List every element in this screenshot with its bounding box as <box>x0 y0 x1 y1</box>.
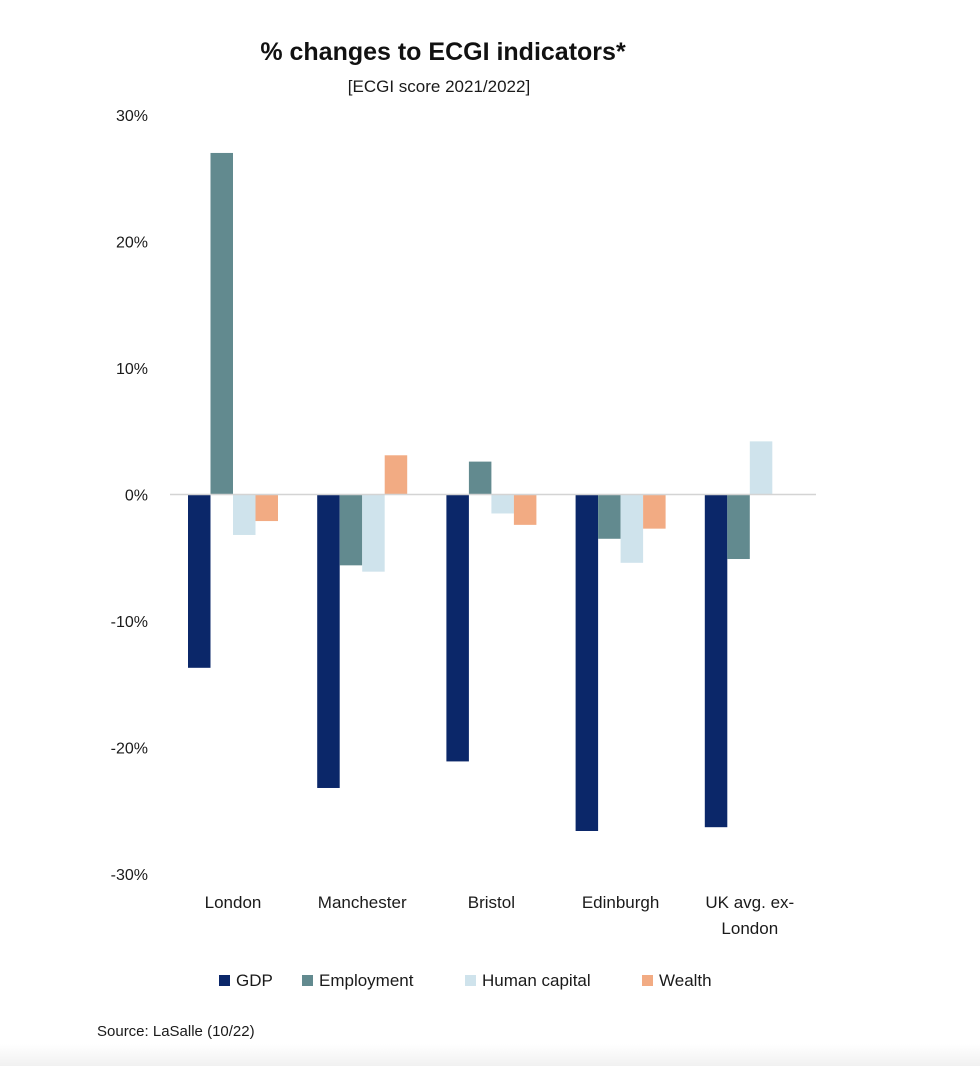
bar-human-capital <box>491 494 514 514</box>
legend-swatch <box>219 975 230 986</box>
bar-employment <box>210 152 233 495</box>
bar-gdp <box>575 494 599 831</box>
y-axis: 30% 20% 10% 0% -10% -20% -30% <box>111 108 148 884</box>
y-tick-label: -20% <box>111 741 148 758</box>
bar-human-capital <box>362 494 385 572</box>
bar-employment <box>339 494 363 566</box>
chart-title: % changes to ECGI indicators* <box>260 38 626 66</box>
chart-subtitle: [ECGI score 2021/2022] <box>348 77 530 96</box>
category-label: London <box>721 919 778 938</box>
bar-gdp <box>317 494 340 788</box>
category-label: Manchester <box>318 893 407 912</box>
bar-human-capital <box>620 494 644 563</box>
bar-employment <box>468 461 492 495</box>
legend-label: GDP <box>236 971 273 990</box>
category-label: Bristol <box>468 893 515 912</box>
bar-wealth <box>255 494 278 522</box>
bars <box>188 152 773 831</box>
category-label: UK avg. ex- <box>705 893 794 912</box>
x-axis: London Manchester Bristol Edinburgh UK avg. … <box>205 893 795 938</box>
y-tick-label: -30% <box>111 867 148 884</box>
y-tick-label: 20% <box>116 235 148 252</box>
bar-gdp <box>704 494 728 828</box>
bar-wealth <box>384 455 408 495</box>
category-label: Edinburgh <box>582 893 660 912</box>
legend-swatch <box>302 975 313 986</box>
bar-human-capital <box>749 441 773 495</box>
legend-label: Human capital <box>482 971 591 990</box>
bar-human-capital <box>233 494 256 535</box>
y-tick-label: 30% <box>116 108 148 125</box>
legend-label: Employment <box>319 971 414 990</box>
footer-band <box>0 1044 980 1066</box>
legend: GDP Employment Human capital Wealth <box>219 971 712 990</box>
legend-label: Wealth <box>659 971 712 990</box>
bar-employment <box>598 494 621 539</box>
category-label: London <box>205 893 262 912</box>
bar-wealth <box>513 494 537 525</box>
legend-swatch <box>465 975 476 986</box>
bar-gdp <box>188 494 211 668</box>
bar-wealth <box>643 494 666 529</box>
legend-swatch <box>642 975 653 986</box>
y-tick-label: 10% <box>116 361 148 378</box>
y-tick-label: 0% <box>125 488 148 505</box>
bar-employment <box>727 494 750 560</box>
source-note: Source: LaSalle (10/22) <box>97 1023 255 1040</box>
y-tick-label: -10% <box>111 614 148 631</box>
bar-gdp <box>446 494 469 762</box>
